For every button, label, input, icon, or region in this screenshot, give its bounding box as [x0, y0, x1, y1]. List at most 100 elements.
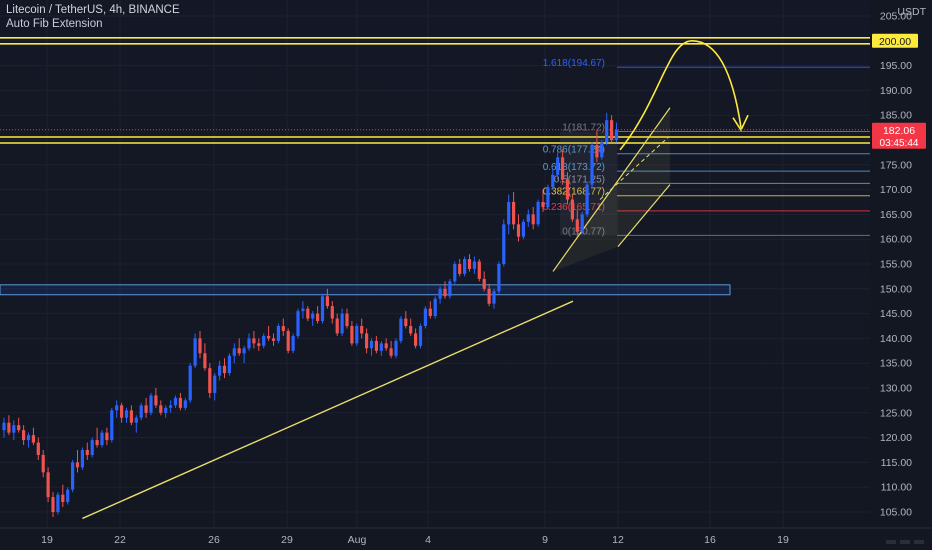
candle-body [458, 264, 462, 274]
current-price-badge [872, 122, 926, 149]
candle-body [301, 308, 305, 312]
fib-level-label: 0.786(177.24) [543, 145, 605, 156]
candle-body [286, 330, 290, 351]
candle-body [276, 326, 280, 341]
candle-body [188, 365, 192, 401]
candle-body [423, 308, 427, 326]
candle-body [51, 497, 55, 512]
candle-body [12, 425, 16, 433]
price-tick-label: 105.00 [880, 507, 912, 519]
candle-body [418, 326, 423, 346]
candle-body [227, 355, 231, 374]
candle-body [492, 291, 496, 304]
candle-body [556, 157, 560, 175]
candle-body [590, 144, 594, 185]
candle-body [365, 333, 369, 349]
candle-body [218, 365, 222, 376]
candle-body [369, 340, 374, 349]
grid-lines [0, 0, 870, 528]
level-badge [872, 33, 918, 48]
candle-countdown-label: 03:45:44 [880, 138, 919, 149]
candle-body [71, 462, 75, 490]
candle-body [531, 214, 535, 225]
price-axis: 105.00 110.00 115.00 120.00 125.00 130.00 135.… [870, 0, 932, 550]
time-tick-label: 19 [777, 534, 789, 546]
candle-body [463, 259, 467, 274]
price-tick-label: 145.00 [880, 308, 912, 320]
time-tick-label: 19 [41, 534, 53, 546]
time-tick-label: Aug [348, 534, 367, 546]
candle-body [75, 462, 80, 468]
candle-body [95, 440, 99, 446]
candle-body [120, 405, 124, 418]
candle-body [173, 397, 178, 406]
candle-body [164, 407, 168, 413]
candle-body [31, 435, 35, 443]
rising-trendline [82, 300, 574, 520]
support-zone [0, 284, 731, 296]
candle-body [316, 313, 320, 322]
candle-body [110, 410, 114, 441]
candle-body [482, 278, 486, 289]
candle-body [291, 335, 295, 351]
candle-body [614, 129, 619, 140]
candle-body [600, 142, 604, 158]
price-tick-label: 155.00 [880, 259, 912, 271]
candle-body [198, 338, 202, 354]
candle-body [257, 343, 261, 346]
price-unit-label: USDT [897, 6, 926, 18]
candle-body [467, 259, 472, 269]
price-tick-label: 120.00 [880, 432, 912, 444]
candle-body [144, 405, 148, 413]
time-tick-label: 9 [542, 534, 548, 546]
time-tick-label: 22 [114, 534, 126, 546]
candle-body [438, 288, 442, 299]
fib-level-label: 0.618(173.72) [543, 162, 605, 173]
fib-level-label: 0.5(171.25) [554, 174, 605, 185]
candle-body [512, 202, 516, 225]
candle-body [80, 450, 84, 468]
candle-body [183, 400, 187, 408]
candle-body [46, 472, 50, 498]
candle-body [414, 333, 418, 346]
indicator-label[interactable]: Auto Fib Extension [6, 18, 103, 30]
price-tick-label: 140.00 [880, 333, 912, 345]
candle-body [472, 261, 476, 269]
trend-drawings [82, 39, 749, 520]
candle-body [409, 326, 413, 334]
candle-body [325, 296, 329, 307]
fib-extension: 1.618(194.67) 1(181.72) 0.786(177.24) 0.618… [543, 58, 870, 237]
candle-body [546, 187, 550, 207]
candle-body [580, 214, 584, 232]
candle-body [570, 199, 574, 220]
candle-body [247, 338, 251, 349]
price-tick-label: 135.00 [880, 358, 912, 370]
channel-midline [599, 137, 669, 200]
fib-zone [560, 131, 617, 236]
candle-body [526, 214, 530, 222]
candle-body [487, 288, 491, 304]
price-tick-label: 165.00 [880, 209, 912, 221]
price-tick-label: 185.00 [880, 110, 912, 122]
candle-body [281, 326, 285, 331]
candle-body [267, 335, 271, 339]
candle-body [139, 405, 143, 418]
candle-body [345, 313, 349, 326]
price-tick-label: 175.00 [880, 159, 912, 171]
candle-body [605, 120, 609, 143]
candle-body [507, 202, 511, 225]
candle-body [134, 417, 138, 423]
candle-body [360, 326, 364, 334]
fib-level-label: 1.618(194.67) [543, 58, 605, 69]
candle-body [61, 494, 65, 503]
candle-body [453, 264, 457, 282]
candle-body [208, 368, 212, 393]
candle-body [565, 179, 570, 200]
candlestick-series [0, 112, 870, 517]
candle-body [374, 340, 378, 351]
candle-body [262, 335, 266, 346]
candle-body [340, 313, 344, 334]
candle-body [26, 435, 31, 441]
